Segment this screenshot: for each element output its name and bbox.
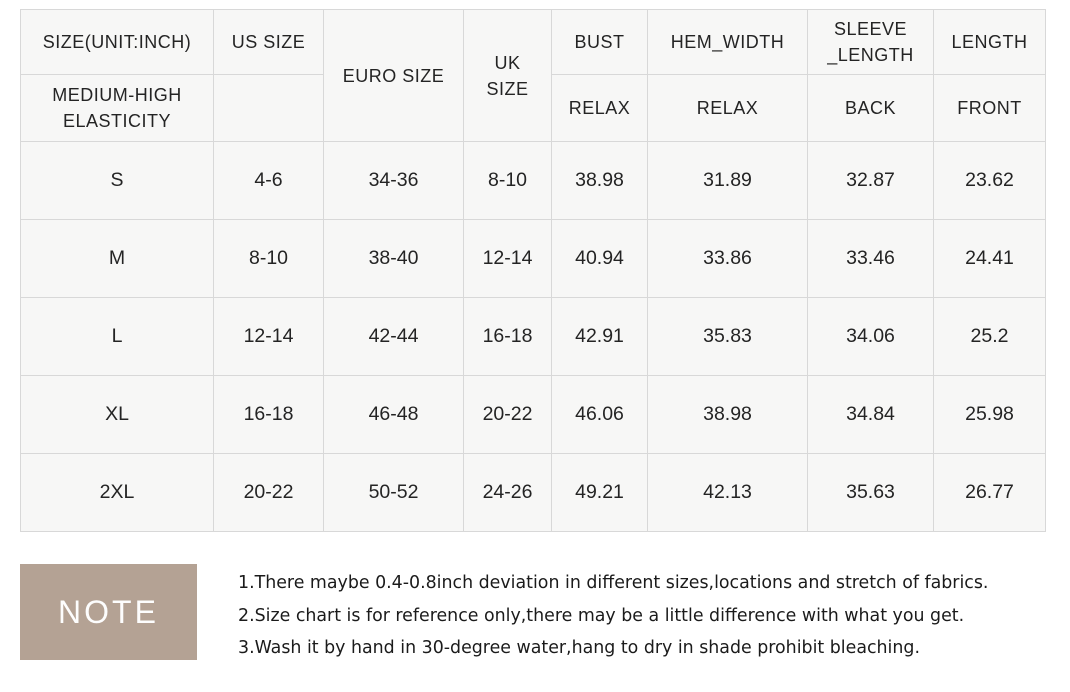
header-hem-width: HEM_WIDTH <box>647 9 808 75</box>
note-line-1: 1.There maybe 0.4-0.8inch deviation in d… <box>238 573 989 593</box>
cell-length: 25.98 <box>933 375 1046 454</box>
cell-bust: 42.91 <box>551 297 648 376</box>
header-us-size: US SIZE <box>213 9 324 75</box>
header-size-unit: SIZE(UNIT:INCH) <box>20 9 214 75</box>
cell-length: 23.62 <box>933 141 1046 220</box>
table-row: M 8-10 38-40 12-14 40.94 33.86 33.46 24.… <box>20 219 1046 298</box>
cell-us-size: 20-22 <box>213 453 324 532</box>
cell-size: 2XL <box>20 453 214 532</box>
cell-euro-size: 46-48 <box>323 375 464 454</box>
header-elasticity: MEDIUM-HIGH ELASTICITY <box>20 74 214 142</box>
header-length-front: FRONT <box>933 74 1046 142</box>
cell-size: L <box>20 297 214 376</box>
cell-uk-size: 16-18 <box>463 297 552 376</box>
note-line-3: 3.Wash it by hand in 30-degree water,han… <box>238 638 920 659</box>
note-line-2: 2.Size chart is for reference only,there… <box>238 605 965 626</box>
header-hem-relax: RELAX <box>647 74 808 142</box>
cell-hem-width: 42.13 <box>647 453 808 532</box>
cell-bust: 49.21 <box>551 453 648 532</box>
cell-length: 25.2 <box>933 297 1046 376</box>
header-us-size-sub <box>213 74 324 142</box>
note-text-block: 1.There maybe 0.4-0.8inch deviation in d… <box>238 567 988 665</box>
note-badge: NOTE <box>20 564 197 660</box>
size-chart-table: SIZE(UNIT:INCH) US SIZE EURO SIZE UK SIZ… <box>20 9 1046 532</box>
cell-uk-size: 12-14 <box>463 219 552 298</box>
cell-uk-size: 24-26 <box>463 453 552 532</box>
header-sleeve-length: SLEEVE _LENGTH <box>807 9 934 75</box>
header-bust-relax: RELAX <box>551 74 648 142</box>
header-euro-size: EURO SIZE <box>323 9 464 142</box>
cell-size: XL <box>20 375 214 454</box>
cell-sleeve-length: 32.87 <box>807 141 934 220</box>
cell-bust: 40.94 <box>551 219 648 298</box>
cell-uk-size: 20-22 <box>463 375 552 454</box>
header-length: LENGTH <box>933 9 1046 75</box>
cell-hem-width: 35.83 <box>647 297 808 376</box>
cell-euro-size: 50-52 <box>323 453 464 532</box>
note-badge-label: NOTE <box>58 593 159 630</box>
cell-euro-size: 38-40 <box>323 219 464 298</box>
cell-uk-size: 8-10 <box>463 141 552 220</box>
cell-hem-width: 31.89 <box>647 141 808 220</box>
cell-hem-width: 38.98 <box>647 375 808 454</box>
cell-length: 26.77 <box>933 453 1046 532</box>
cell-us-size: 16-18 <box>213 375 324 454</box>
cell-bust: 46.06 <box>551 375 648 454</box>
cell-sleeve-length: 35.63 <box>807 453 934 532</box>
cell-sleeve-length: 33.46 <box>807 219 934 298</box>
cell-size: M <box>20 219 214 298</box>
cell-us-size: 12-14 <box>213 297 324 376</box>
table-row: L 12-14 42-44 16-18 42.91 35.83 34.06 25… <box>20 297 1046 376</box>
cell-size: S <box>20 141 214 220</box>
header-row-top: SIZE(UNIT:INCH) US SIZE EURO SIZE UK SIZ… <box>20 9 1046 142</box>
cell-euro-size: 34-36 <box>323 141 464 220</box>
table-row: XL 16-18 46-48 20-22 46.06 38.98 34.84 2… <box>20 375 1046 454</box>
cell-bust: 38.98 <box>551 141 648 220</box>
table-row: S 4-6 34-36 8-10 38.98 31.89 32.87 23.62 <box>20 141 1046 220</box>
header-sleeve-back: BACK <box>807 74 934 142</box>
cell-length: 24.41 <box>933 219 1046 298</box>
header-bust: BUST <box>551 9 648 75</box>
cell-sleeve-length: 34.84 <box>807 375 934 454</box>
cell-hem-width: 33.86 <box>647 219 808 298</box>
header-row-sub: MEDIUM-HIGH ELASTICITY RELAX RELAX BACK … <box>20 74 1046 142</box>
cell-us-size: 4-6 <box>213 141 324 220</box>
cell-euro-size: 42-44 <box>323 297 464 376</box>
header-uk-size: UK SIZE <box>463 9 552 142</box>
table-row: 2XL 20-22 50-52 24-26 49.21 42.13 35.63 … <box>20 453 1046 532</box>
cell-sleeve-length: 34.06 <box>807 297 934 376</box>
cell-us-size: 8-10 <box>213 219 324 298</box>
